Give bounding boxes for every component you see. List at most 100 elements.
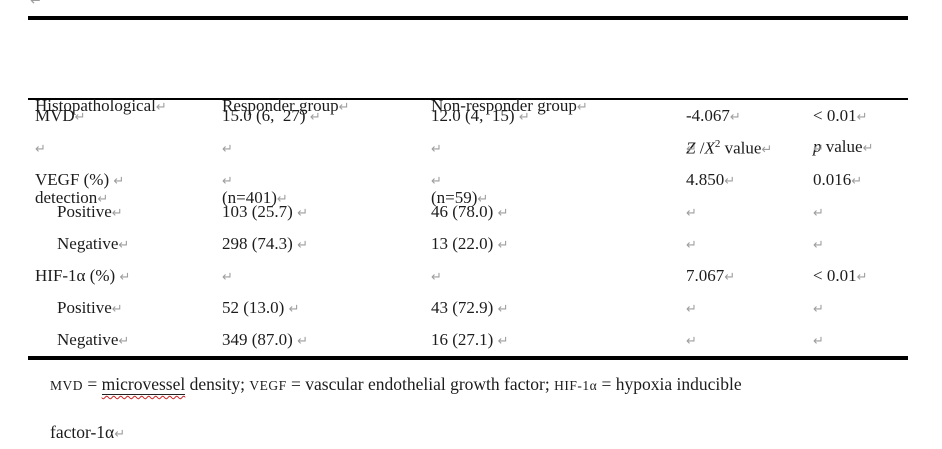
slash: / (695, 138, 705, 158)
cell-text: 298 (74.3) (222, 234, 298, 253)
table-body: MVD↵ 15.0 (6, 27) ↵ 12.0 (4, 15) ↵ -4.067↵ <… (28, 100, 908, 360)
table-cell-z: ↵ (686, 298, 813, 318)
return-mark-icon: ↵ (686, 302, 697, 317)
return-mark-icon: ↵ (97, 192, 109, 207)
results-table: Histopathological↵ detection↵ Responder … (28, 16, 908, 360)
return-mark-icon: ↵ (686, 142, 697, 157)
return-mark-icon: ↵ (118, 238, 130, 253)
table-cell-responder: ↵ (222, 138, 431, 158)
return-mark-icon: ↵ (431, 174, 442, 189)
return-mark-icon: ↵ (222, 270, 233, 285)
cell-text: 13 (22.0) (431, 234, 498, 253)
table-cell-label: HIF-1α (%) ↵ (28, 266, 222, 286)
table-cell-z: ↵ (686, 202, 813, 222)
table-cell-nonresponder: 46 (78.0) ↵ (431, 202, 686, 222)
z-symbol: Z (686, 138, 696, 158)
table-cell-z: ↵ (686, 234, 813, 254)
footnote-text: = (83, 374, 102, 394)
table-cell-z: 7.067↵ (686, 266, 813, 286)
p-symbol: p (813, 136, 822, 156)
header-col2-line1: Responder group (222, 96, 339, 115)
header-col1-line1: Histopathological (35, 96, 156, 115)
cell-text: 46 (78.0) (431, 202, 498, 221)
table-cell-label: Negative↵ (28, 234, 222, 254)
table-row: Positive↵ 103 (25.7) ↵ 46 (78.0) ↵ ↵ ↵ (28, 196, 908, 228)
footnote-text: = hypoxia inducible (597, 374, 742, 394)
return-mark-icon: ↵ (276, 192, 288, 207)
table-cell-z: ↵ (686, 138, 813, 158)
return-mark-icon: ↵ (222, 174, 233, 189)
cell-text: 7.067 (686, 266, 725, 285)
cell-text: HIF-1α (%) (35, 266, 120, 285)
footnote-text: density; (185, 374, 250, 394)
return-mark-icon: ↵ (856, 270, 868, 285)
table-row: ↵ ↵ ↵ ↵ ↵ (28, 132, 908, 164)
cell-text: 16 (27.1) (431, 330, 498, 349)
table-cell-nonresponder: ↵ (431, 138, 686, 158)
return-mark-icon: ↵ (497, 334, 509, 349)
footnote-text: = vascular endothelial growth factor; (286, 374, 555, 394)
return-mark-icon: ↵ (813, 238, 824, 253)
cell-text: 43 (72.9) (431, 298, 498, 317)
return-mark-icon: ↵ (118, 334, 130, 349)
cell-text: 52 (13.0) (222, 298, 289, 317)
header-col5-rest: value (821, 136, 863, 156)
return-mark-icon: ↵ (761, 142, 773, 158)
cell-text: < 0.01 (813, 106, 857, 125)
return-mark-icon: ↵ (851, 174, 863, 189)
return-mark-icon: ↵ (497, 302, 509, 317)
clipped-return-mark-icon: ↵ (30, 0, 43, 9)
table-cell-p: < 0.01↵ (813, 106, 908, 126)
table-row: Negative↵ 349 (87.0) ↵ 16 (27.1) ↵ ↵ ↵ (28, 324, 908, 356)
table-cell-responder: ↵ (222, 170, 431, 190)
header-z-x2-value: Z /X2 value↵ (686, 20, 813, 275)
footnote-line-2: factor-1α↵ (50, 419, 930, 445)
table-cell-z: -4.067↵ (686, 106, 813, 126)
return-mark-icon: ↵ (222, 142, 233, 157)
return-mark-icon: ↵ (856, 110, 868, 125)
table-footnote: MVD = microvessel density; VEGF = vascul… (50, 371, 930, 445)
return-mark-icon: ↵ (113, 174, 125, 189)
return-mark-icon: ↵ (111, 302, 123, 317)
return-mark-icon: ↵ (813, 206, 824, 221)
return-mark-icon: ↵ (297, 334, 308, 349)
table-cell-p: ↵ (813, 138, 908, 158)
return-mark-icon: ↵ (686, 238, 697, 253)
table-cell-responder: 103 (25.7) ↵ (222, 202, 431, 222)
cell-text: VEGF (%) (35, 170, 114, 189)
return-mark-icon: ↵ (477, 192, 489, 207)
return-mark-icon: ↵ (35, 142, 46, 157)
header-responder-group: Responder group↵ (n=401)↵ (222, 20, 431, 275)
cell-text: 0.016 (813, 170, 852, 189)
table-cell-label: ↵ (28, 138, 222, 158)
cell-text: 349 (87.0) (222, 330, 298, 349)
return-mark-icon: ↵ (114, 427, 126, 442)
x-superscript: 2 (714, 138, 721, 151)
table-row: Negative↵ 298 (74.3) ↵ 13 (22.0) ↵ ↵ ↵ (28, 228, 908, 260)
return-mark-icon: ↵ (686, 334, 697, 349)
table-cell-nonresponder: 43 (72.9) ↵ (431, 298, 686, 318)
header-p-value: p value↵ (813, 20, 908, 275)
footnote-line-1: MVD = microvessel density; VEGF = vascul… (50, 371, 930, 397)
table-cell-nonresponder: ↵ (431, 266, 686, 286)
table-cell-responder: 298 (74.3) ↵ (222, 234, 431, 254)
return-mark-icon: ↵ (813, 142, 824, 157)
return-mark-icon: ↵ (724, 270, 736, 285)
return-mark-icon: ↵ (297, 238, 308, 253)
table-cell-responder: ↵ (222, 266, 431, 286)
x-symbol: X (704, 138, 715, 158)
table-row: MVD↵ 15.0 (6, 27) ↵ 12.0 (4, 15) ↵ -4.067↵ <… (28, 100, 908, 132)
table-cell-responder: 52 (13.0) ↵ (222, 298, 431, 318)
cell-text: Positive (57, 298, 112, 317)
header-col4-rest: value (720, 138, 762, 158)
return-mark-icon: ↵ (119, 270, 131, 285)
table-cell-label: MVD↵ (28, 106, 222, 126)
cell-text: < 0.01 (813, 266, 857, 285)
return-mark-icon: ↵ (497, 206, 509, 221)
table-cell-responder: 15.0 (6, 27) ↵ (222, 106, 431, 126)
table-row: VEGF (%) ↵ ↵ ↵ 4.850↵ 0.016↵ (28, 164, 908, 196)
return-mark-icon: ↵ (576, 100, 588, 115)
return-mark-icon: ↵ (686, 206, 697, 221)
footnote-acr-vegf: VEGF (249, 378, 287, 393)
